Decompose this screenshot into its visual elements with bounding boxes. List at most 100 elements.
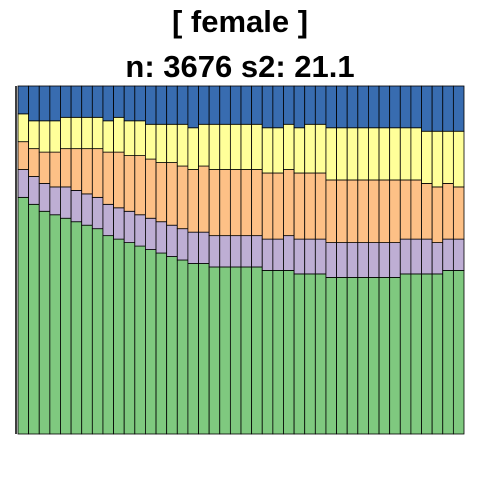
bar-segment (81, 224, 93, 435)
bar-segment (38, 151, 51, 184)
bar-segment (410, 127, 422, 181)
bar-segment (368, 242, 380, 278)
bar-segment (283, 235, 295, 271)
bar-segment (325, 276, 337, 435)
bar-segment (389, 276, 401, 435)
bar-segment (261, 85, 274, 129)
bar-segment (336, 242, 348, 278)
bar-segment (113, 85, 125, 118)
bar-segment (346, 276, 359, 435)
bar-segment (102, 85, 114, 122)
bar-segment (346, 127, 359, 181)
bar-segment (399, 85, 412, 129)
bar-segment (91, 116, 104, 150)
bar-segment (145, 249, 157, 435)
bar-segment (272, 172, 284, 240)
bar-segment (123, 85, 136, 122)
bar-segment (145, 158, 157, 219)
bar-segment (304, 273, 316, 435)
bar-segment (219, 85, 231, 125)
bar-segment (113, 238, 125, 435)
bar-stack (452, 85, 465, 435)
bar-segment (442, 238, 454, 271)
bar-segment (113, 116, 125, 153)
bar-stack (208, 85, 221, 435)
bar-stack (176, 85, 189, 435)
bar-segment (378, 179, 391, 244)
bar-segment (208, 266, 221, 435)
bar-segment (81, 85, 93, 118)
bar-segment (60, 148, 72, 188)
bar-segment (251, 85, 263, 125)
bar-segment (336, 179, 348, 244)
bar-stack (399, 85, 412, 435)
bar-segment (452, 238, 465, 271)
bar-segment (304, 123, 316, 174)
bar-segment (229, 235, 242, 268)
bar-segment (49, 151, 61, 188)
bar-segment (155, 252, 168, 435)
bar-segment (155, 85, 168, 125)
bar-segment (399, 238, 412, 275)
bar-segment (176, 228, 189, 261)
bar-segment (229, 85, 242, 125)
bar-segment (410, 273, 422, 435)
bar-segment (81, 193, 93, 226)
bar-segment (49, 214, 61, 435)
bar-segment (261, 270, 274, 435)
bar-segment (368, 179, 380, 244)
bar-segment (70, 148, 83, 191)
bar-segment (368, 276, 380, 435)
bar-segment (187, 231, 199, 264)
bar-segment (60, 217, 72, 435)
bar-stack (28, 85, 40, 435)
bar-segment (304, 172, 316, 240)
bar-segment (17, 85, 30, 115)
bar-segment (442, 85, 454, 132)
bar-stack (304, 85, 316, 435)
bar-segment (229, 169, 242, 237)
bar-segment (28, 203, 40, 435)
bar-segment (17, 196, 30, 435)
bar-segment (357, 85, 369, 129)
bar-segment (261, 238, 274, 271)
bar-stack (123, 85, 136, 435)
bar-segment (452, 130, 465, 188)
bar-stack (421, 85, 433, 435)
bar-stack (229, 85, 242, 435)
bar-segment (336, 127, 348, 181)
bar-segment (145, 217, 157, 250)
bar-segment (60, 116, 72, 150)
bar-segment (229, 266, 242, 435)
bar-segment (378, 127, 391, 181)
bar-segment (155, 123, 168, 163)
bar-segment (166, 85, 178, 125)
bar-segment (176, 165, 189, 230)
bar-segment (336, 276, 348, 435)
bar-segment (293, 238, 306, 275)
bar-segment (38, 120, 51, 153)
bar-segment (240, 123, 253, 170)
bar-stack (389, 85, 401, 435)
bar-segment (304, 238, 316, 275)
bar-segment (421, 238, 433, 275)
bar-segment (431, 85, 444, 132)
bar-segment (38, 183, 51, 212)
bar-segment (208, 85, 221, 125)
bar-segment (314, 238, 327, 275)
bar-stack (155, 85, 168, 435)
bar-stack (325, 85, 337, 435)
bar-segment (198, 165, 210, 233)
bar-segment (251, 266, 263, 435)
bar-segment (389, 179, 401, 244)
bar-segment (452, 186, 465, 240)
bar-segment (399, 127, 412, 181)
bar-segment (283, 123, 295, 170)
bar-segment (28, 176, 40, 205)
bar-stack (102, 85, 114, 435)
bar-segment (176, 123, 189, 167)
bar-segment (410, 179, 422, 240)
bar-segment (389, 85, 401, 129)
bar-segment (357, 242, 369, 278)
bar-segment (208, 169, 221, 237)
